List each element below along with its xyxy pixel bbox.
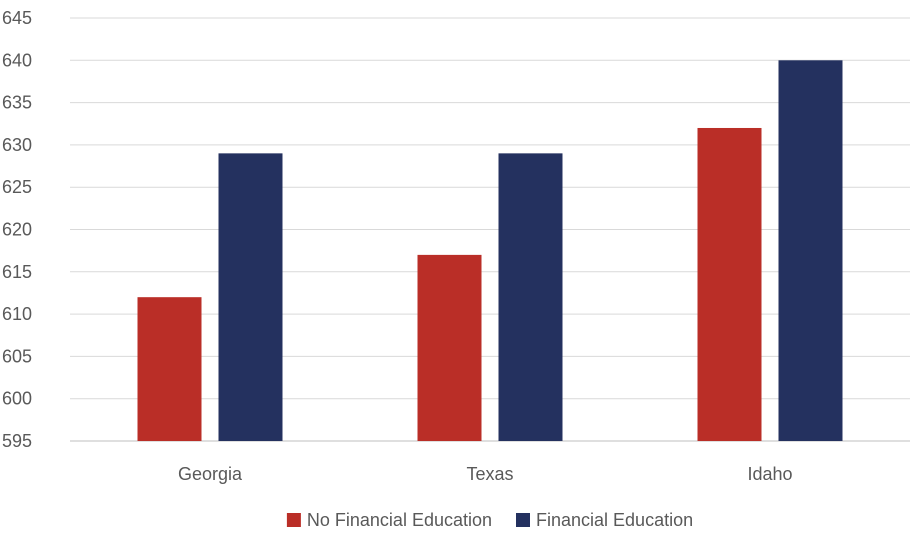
y-tick-label: 645 [2,8,32,28]
x-category-label: Georgia [178,464,243,484]
legend-swatch [516,513,530,527]
bar-georgia-series-2 [218,153,283,442]
y-tick-label: 610 [2,304,32,324]
y-tick-label: 595 [2,431,32,451]
bar-texas-series-1 [417,254,482,441]
x-category-label: Idaho [747,464,792,484]
y-tick-label: 620 [2,220,32,240]
y-tick-label: 625 [2,177,32,197]
bar-texas-series-2 [498,153,563,442]
legend-swatch [286,513,301,527]
bar-idaho-series-2 [778,60,843,442]
y-tick-label: 600 [2,389,32,409]
y-tick-label: 615 [2,262,32,282]
y-tick-label: 640 [2,50,32,70]
bar-georgia-series-1 [137,297,202,441]
x-category-label: Texas [466,464,513,484]
y-axis-tick-labels: 595 600 605 610 615 620 625 630 635 640 645 [2,8,32,451]
y-tick-label: 630 [2,135,32,155]
bars [137,60,843,442]
x-axis-category-labels: Georgia Texas Idaho [178,464,793,484]
y-tick-label: 635 [2,93,32,113]
gridlines [70,17,910,442]
legend: No Financial Education Financial Educatio… [286,510,693,530]
y-tick-label: 605 [2,346,32,366]
bar-idaho-series-1 [697,127,762,441]
legend-label: Financial Education [536,510,693,530]
legend-label: No Financial Education [307,510,492,530]
